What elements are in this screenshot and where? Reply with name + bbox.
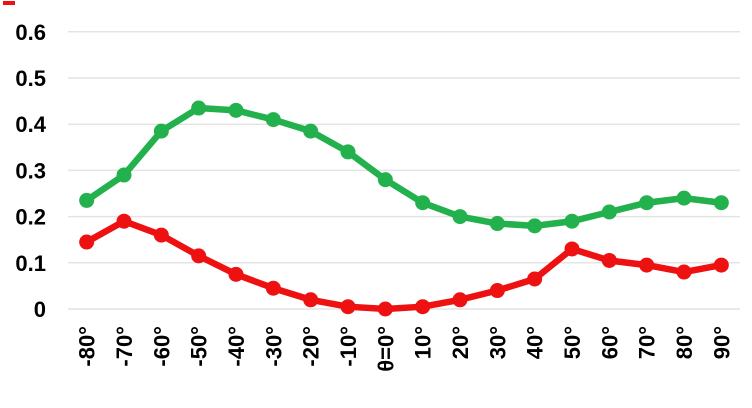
data-point-marker-green-series <box>564 213 580 229</box>
x-axis-tick-label: -70° <box>112 326 137 367</box>
y-axis-tick-label: 0.6 <box>15 20 46 45</box>
data-point-marker-red-series <box>452 292 468 308</box>
x-axis-tick-label: -50° <box>187 326 212 367</box>
series-line-red-series <box>83 217 725 313</box>
data-point-marker-red-series <box>713 257 729 273</box>
y-axis-tick-label: 0.3 <box>15 158 46 183</box>
data-point-marker-green-series <box>116 167 132 183</box>
data-point-marker-red-series <box>303 292 319 308</box>
x-axis-tick-label: -30° <box>261 326 286 367</box>
data-point-marker-red-series <box>228 266 244 282</box>
data-point-marker-green-series <box>79 192 95 208</box>
x-axis-tick-label: 30° <box>485 326 510 359</box>
data-point-marker-green-series <box>601 204 617 220</box>
stray-red-dash-decoration <box>3 1 15 5</box>
data-point-marker-green-series <box>676 190 692 206</box>
x-axis-tick-label: -80° <box>75 326 100 367</box>
data-point-marker-green-series <box>228 102 244 118</box>
y-axis-tick-label: 0.4 <box>15 112 46 137</box>
data-point-marker-red-series <box>489 283 505 299</box>
data-point-marker-green-series <box>303 123 319 139</box>
y-axis-tick-label: 0.5 <box>15 66 46 91</box>
data-point-marker-green-series <box>153 123 169 139</box>
data-point-marker-red-series <box>265 280 281 296</box>
data-point-marker-green-series <box>713 195 729 211</box>
data-point-marker-green-series <box>415 195 431 211</box>
x-axis-tick-label: 50° <box>560 326 585 359</box>
data-point-marker-green-series <box>191 100 207 116</box>
data-point-marker-green-series <box>377 172 393 188</box>
x-axis-tick-label: 40° <box>523 326 548 359</box>
x-axis-tick-label: 80° <box>672 326 697 359</box>
y-axis-tick-label: 0 <box>34 297 46 322</box>
data-point-marker-red-series <box>527 271 543 287</box>
data-point-marker-red-series <box>639 257 655 273</box>
data-point-marker-red-series <box>415 299 431 315</box>
data-point-marker-red-series <box>191 248 207 264</box>
data-point-marker-green-series <box>527 218 543 234</box>
data-point-marker-red-series <box>377 301 393 317</box>
x-axis-tick-label: -40° <box>224 326 249 367</box>
x-axis-tick-label: 60° <box>597 326 622 359</box>
data-point-marker-red-series <box>601 252 617 268</box>
x-axis-tick-label: 20° <box>448 326 473 359</box>
x-axis-tick-label: 70° <box>635 326 660 359</box>
x-axis-tick-label: θ=0° <box>373 326 398 372</box>
y-axis-tick-label: 0.2 <box>15 205 46 230</box>
data-point-marker-red-series <box>676 264 692 280</box>
data-point-marker-red-series <box>79 234 95 250</box>
x-axis-tick-label: -10° <box>336 326 361 367</box>
data-point-marker-red-series <box>153 227 169 243</box>
data-point-marker-red-series <box>340 299 356 315</box>
series-line-green-series <box>83 104 725 230</box>
data-point-marker-red-series <box>564 241 580 257</box>
data-point-marker-red-series <box>116 213 132 229</box>
y-axis-tick-label: 0.1 <box>15 251 46 276</box>
data-point-marker-green-series <box>340 144 356 160</box>
x-axis-tick-label: -20° <box>299 326 324 367</box>
data-point-marker-green-series <box>452 209 468 225</box>
x-axis-tick-label: 90° <box>709 326 734 359</box>
data-point-marker-green-series <box>639 195 655 211</box>
data-point-marker-green-series <box>265 112 281 128</box>
data-point-marker-green-series <box>489 216 505 232</box>
x-axis-tick-label: -60° <box>149 326 174 367</box>
x-axis-tick-label: 10° <box>411 326 436 359</box>
